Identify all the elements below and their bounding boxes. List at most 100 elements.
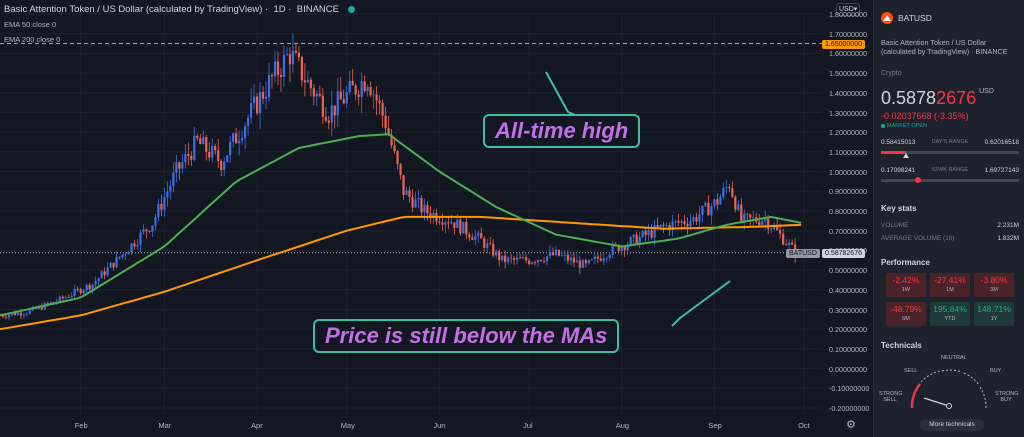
candle <box>623 246 626 251</box>
candle <box>498 251 501 261</box>
candle <box>133 243 136 247</box>
candle <box>94 281 97 285</box>
candle <box>372 94 375 96</box>
symbol-row[interactable]: BATUSD <box>881 12 932 24</box>
candle <box>67 297 70 298</box>
candle <box>181 162 184 169</box>
candle <box>276 61 280 75</box>
day-range-label: DAY'S RANGE <box>931 139 969 145</box>
performance-cell[interactable]: 195.84% YTD <box>930 302 970 326</box>
performance-cell[interactable]: -3.80% 3M <box>974 273 1014 297</box>
candle <box>501 255 504 261</box>
days-range-fill <box>881 151 906 154</box>
price-axis-label: 1.20000000 <box>829 128 867 138</box>
price-axis-label: 0.10000000 <box>829 344 867 354</box>
market-open-icon <box>347 5 355 13</box>
candle <box>510 257 513 259</box>
candle <box>7 314 11 318</box>
candle <box>516 257 519 260</box>
candle <box>19 312 23 316</box>
candle <box>187 153 190 156</box>
candle <box>746 213 749 215</box>
candle <box>118 256 121 258</box>
price-axis-label: 1.70000000 <box>829 29 867 39</box>
candle <box>64 297 67 299</box>
candle <box>441 222 444 225</box>
candle <box>148 231 151 232</box>
52wk-range-marker <box>915 177 922 183</box>
candle <box>303 80 306 83</box>
ema50-legend[interactable]: EMA 50 close 0 <box>4 20 57 29</box>
candle <box>662 224 665 226</box>
candle <box>127 252 130 255</box>
candle <box>375 94 378 101</box>
interval-label[interactable]: 1D <box>273 4 286 15</box>
time-axis-label: Jul <box>523 421 533 430</box>
performance-cell[interactable]: -2.42% 1W <box>886 273 926 297</box>
chart-area[interactable]: Basic Attention Token / US Dollar (calcu… <box>0 0 873 437</box>
candle <box>241 138 244 141</box>
price-chart[interactable] <box>0 0 873 437</box>
52wk-range: 0.17098241 52WK RANGE 1.69727143 <box>881 167 1019 174</box>
candle <box>734 196 737 210</box>
price-red-part: 2676 <box>936 88 977 108</box>
time-axis-label: May <box>340 421 355 430</box>
candle <box>770 228 773 230</box>
candle <box>363 81 366 92</box>
candle <box>28 310 31 314</box>
candle <box>82 290 85 294</box>
candle <box>252 96 256 103</box>
technicals-gauge[interactable] <box>904 360 994 412</box>
candle <box>121 254 124 258</box>
gear-icon[interactable]: ⚙ <box>846 419 856 431</box>
candle <box>211 145 214 158</box>
performance-cell[interactable]: -48.79% 6M <box>886 302 926 326</box>
time-axis-label: Apr <box>251 421 263 430</box>
candle <box>288 54 292 65</box>
candle <box>486 243 489 248</box>
candle <box>61 296 64 299</box>
days-range-bar <box>881 151 1019 158</box>
candle <box>249 102 253 118</box>
candle <box>776 226 779 231</box>
candle <box>130 243 133 253</box>
time-axis-label: Feb <box>74 421 88 430</box>
more-technicals-button[interactable]: More technicals <box>920 419 984 431</box>
candle <box>665 225 668 226</box>
price-axis-label: 1.00000000 <box>829 167 867 177</box>
volume-value: 2.231M <box>997 222 1019 229</box>
candle <box>444 222 447 225</box>
candle <box>758 221 761 226</box>
performance-cell[interactable]: -27.41% 1M <box>930 273 970 297</box>
candle <box>689 221 692 227</box>
ema200-legend[interactable]: EMA 200 close 0 <box>4 35 61 44</box>
last-price-tag: 0.58782676 <box>822 249 865 258</box>
candle <box>330 105 333 123</box>
performance-period: 1W <box>901 287 911 293</box>
candle <box>563 254 567 256</box>
candle <box>740 204 743 222</box>
candle <box>405 190 408 195</box>
performance-period: 3M <box>990 287 998 293</box>
symbol-tag: BATUSD <box>786 249 820 258</box>
price-axis-label: 1.50000000 <box>829 69 867 79</box>
candle <box>244 126 247 139</box>
candle <box>1 315 5 317</box>
candle <box>507 257 510 263</box>
candle <box>602 258 605 261</box>
candle <box>312 88 315 97</box>
candle <box>58 296 61 302</box>
candle <box>220 160 223 170</box>
performance-value: -2.42% <box>892 275 920 285</box>
candle <box>261 91 265 99</box>
performance-cell[interactable]: 148.71% 1Y <box>974 302 1014 326</box>
candle <box>417 198 420 200</box>
candle <box>638 236 641 245</box>
currency-select[interactable]: USD▾ <box>836 3 860 16</box>
avg-volume-value: 1.832M <box>997 235 1019 242</box>
candle <box>686 224 689 227</box>
ath-price-tag: 1.65000000 <box>822 40 865 49</box>
price-axis-label: 1.40000000 <box>829 88 867 98</box>
candle <box>279 74 283 77</box>
candle <box>246 117 250 127</box>
